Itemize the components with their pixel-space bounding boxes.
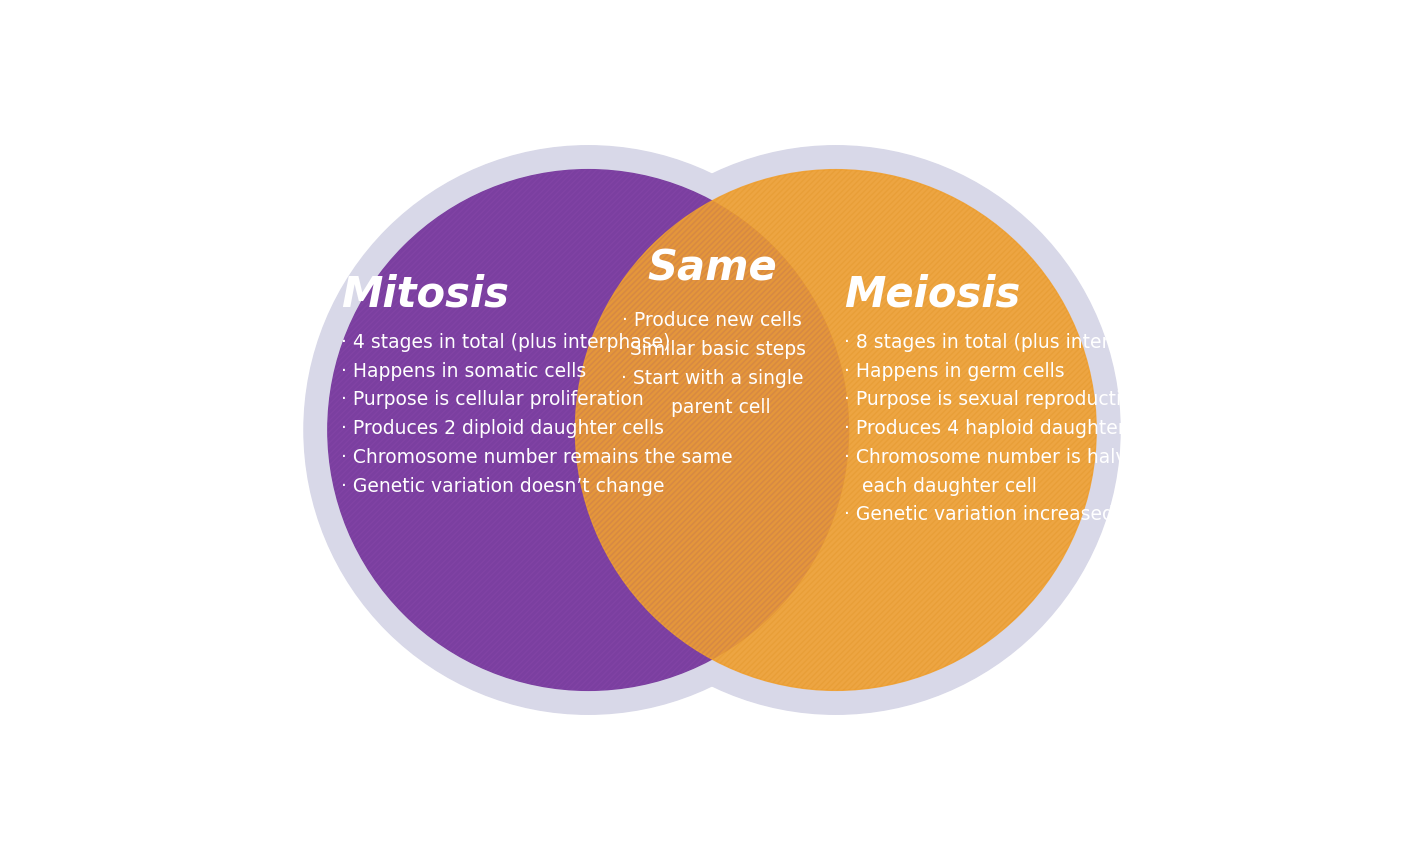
Text: Same: Same <box>646 247 778 289</box>
Text: · 4 stages in total (plus interphase)
· Happens in somatic cells
· Purpose is ce: · 4 stages in total (plus interphase) · … <box>340 332 732 495</box>
Text: Meiosis: Meiosis <box>844 273 1021 315</box>
Text: · Produce new cells
· Similar basic steps
· Start with a single
   parent cell: · Produce new cells · Similar basic step… <box>618 311 806 416</box>
Text: Mitosis: Mitosis <box>340 273 508 315</box>
Circle shape <box>303 146 873 715</box>
Circle shape <box>328 170 849 691</box>
Text: · 8 stages in total (plus interphase)
· Happens in germ cells
· Purpose is sexua: · 8 stages in total (plus interphase) · … <box>844 332 1173 523</box>
Circle shape <box>575 170 1096 691</box>
Circle shape <box>551 146 1121 715</box>
